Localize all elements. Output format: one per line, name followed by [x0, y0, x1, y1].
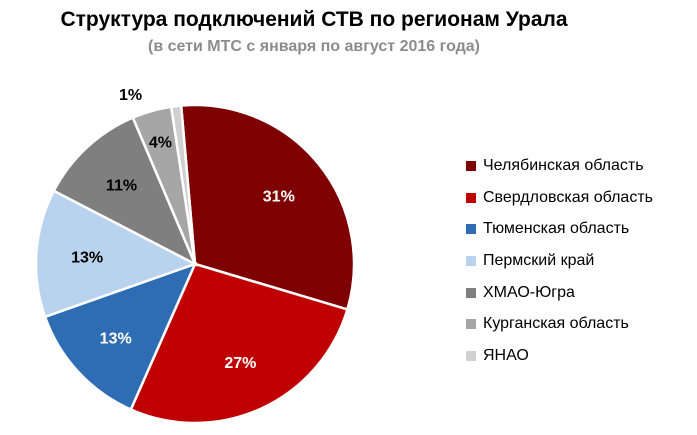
legend-item: Курганская область: [466, 308, 653, 340]
legend-swatch: [466, 224, 476, 235]
legend-swatch: [466, 192, 476, 203]
slice-label: 11%: [106, 178, 137, 195]
legend-label: ХМАО-Югра: [483, 283, 575, 301]
legend-item: Тюменская область: [466, 213, 653, 245]
pie-slice: [129, 262, 349, 425]
slice-label: 13%: [71, 250, 103, 267]
legend-swatch: [466, 255, 476, 266]
pie-slice: [34, 189, 199, 319]
legend-swatch: [466, 287, 476, 298]
chart-legend: Челябинская область Свердловская область…: [466, 150, 653, 372]
slice-label: 27%: [224, 355, 256, 372]
legend-swatch: [466, 319, 476, 330]
slice-label: 1%: [119, 87, 142, 104]
legend-item: Пермский край: [466, 245, 653, 277]
chart-subtitle: (в сети МТС с января по август 2016 года…: [147, 38, 481, 55]
legend-label: Курганская область: [483, 315, 629, 333]
slice-label: 31%: [263, 189, 295, 206]
legend-item: ЯНАО: [466, 340, 653, 372]
legend-label: Тюменская область: [483, 220, 630, 238]
slice-label: 13%: [100, 331, 132, 348]
legend-swatch: [466, 160, 476, 171]
pie-slice: [169, 104, 197, 265]
legend-label: Пермский край: [483, 251, 595, 269]
pie-slice: [52, 116, 198, 267]
legend-label: Челябинская область: [483, 156, 644, 174]
legend-swatch: [466, 350, 476, 361]
pie-slice: [179, 103, 356, 311]
legend-item: ХМАО-Югра: [466, 277, 653, 309]
legend-label: Свердловская область: [483, 188, 653, 206]
slice-label: 4%: [149, 135, 172, 152]
legend-item: Челябинская область: [466, 150, 653, 182]
pie-slice: [43, 261, 198, 412]
legend-label: ЯНАО: [483, 346, 529, 364]
chart-title: Структура подключений СТВ по регионам Ур…: [60, 8, 568, 31]
legend-item: Свердловская область: [466, 182, 653, 214]
